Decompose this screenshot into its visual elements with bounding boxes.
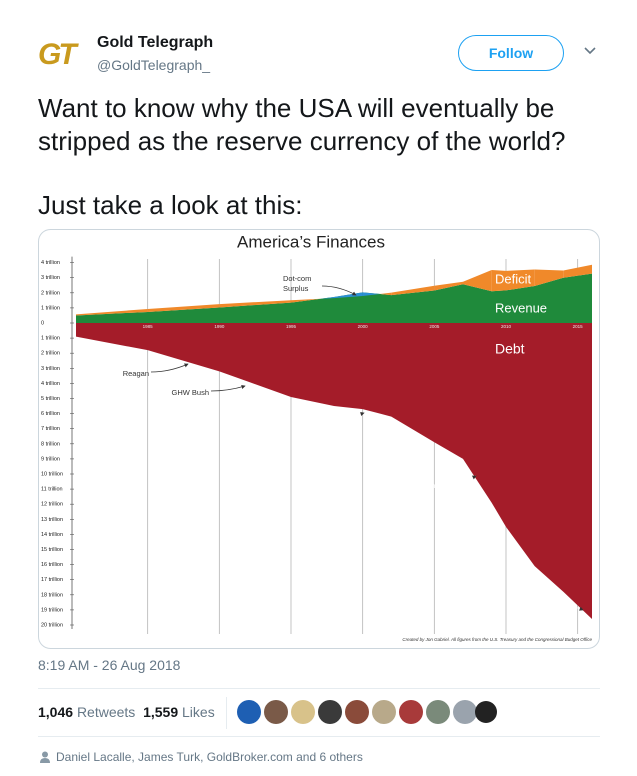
- annotation: Surplus: [283, 284, 309, 293]
- retweet-count[interactable]: 1,046: [38, 704, 74, 720]
- divider: [38, 688, 600, 689]
- display-name[interactable]: Gold Telegraph: [97, 34, 214, 51]
- annotation-arrow: [321, 285, 357, 296]
- like-label[interactable]: Likes: [182, 704, 215, 720]
- deficit-segment: [76, 308, 148, 316]
- x-tick-label: 2015: [573, 324, 584, 329]
- y-tick-label: 1 trillion: [41, 305, 60, 311]
- chart-title: America’s Finances: [237, 232, 385, 251]
- series-label: Debt: [495, 341, 525, 357]
- y-tick-label: 3 trillion: [41, 275, 60, 281]
- annotation: Clinton: [305, 414, 328, 423]
- y-tick-label: 15 trillion: [41, 547, 63, 553]
- y-tick-label: 20 trillion: [41, 622, 63, 628]
- y-tick-label: 0: [41, 320, 44, 326]
- y-tick-label: 18 trillion: [41, 592, 63, 598]
- deficit-segment: [219, 300, 291, 308]
- y-tick-label: 9 trillion: [41, 456, 60, 462]
- series-label: Deficit: [495, 271, 532, 286]
- deficit-segment: [434, 281, 463, 291]
- divider: [38, 736, 600, 737]
- divider: [226, 697, 227, 729]
- deficit-segment: [391, 285, 435, 296]
- deficit-segment: [563, 264, 592, 278]
- retweet-label[interactable]: Retweets: [76, 704, 136, 720]
- series-label: Revenue: [495, 300, 547, 315]
- deficit-segment: [491, 269, 506, 292]
- annotation: GHW Bush: [171, 388, 209, 397]
- y-tick-label: 11 trillion: [41, 487, 63, 493]
- y-tick-label: 4 trillion: [41, 260, 60, 266]
- y-tick-label: 7 trillion: [41, 426, 60, 432]
- timestamp[interactable]: 8:19 AM - 26 Aug 2018: [38, 657, 181, 673]
- y-tick-label: 2 trillion: [41, 290, 60, 296]
- annotation-arrow: [329, 411, 365, 419]
- liker-avatars[interactable]: [236, 698, 498, 726]
- y-tick-label: 5 trillion: [41, 396, 60, 402]
- y-tick-label: 16 trillion: [41, 562, 63, 568]
- x-tick-label: 1985: [143, 324, 154, 329]
- annotation-arrow: [549, 602, 584, 611]
- x-tick-label: 1995: [286, 324, 297, 329]
- y-tick-label: 3 trillion: [41, 366, 60, 372]
- y-tick-label: 10 trillion: [41, 471, 63, 477]
- y-tick-label: 14 trillion: [41, 532, 63, 538]
- y-tick-label: 1 trillion: [41, 336, 60, 342]
- like-count[interactable]: 1,559: [143, 704, 179, 720]
- x-tick-label: 1990: [214, 324, 225, 329]
- follow-button[interactable]: Follow: [458, 35, 564, 71]
- annotation: Obama: [522, 599, 547, 608]
- x-tick-label: 2000: [358, 324, 369, 329]
- tweet-text: Just take a look at this:: [38, 190, 303, 220]
- x-tick-label: 2005: [429, 324, 440, 329]
- y-tick-label: 19 trillion: [41, 607, 63, 613]
- stats: 1,046 Retweets 1,559 Likes: [38, 704, 215, 720]
- x-tick-label: 2010: [501, 324, 512, 329]
- annotation-arrow: [437, 475, 477, 486]
- y-tick-label: 2 trillion: [41, 351, 60, 357]
- deficit-segment: [362, 292, 380, 296]
- y-tick-label: 12 trillion: [41, 502, 63, 508]
- y-tick-label: 8 trillion: [41, 441, 60, 447]
- chart-image[interactable]: America’s Finances 4 trillion 3 trillion 2…: [38, 229, 600, 649]
- annotation: Reagan: [123, 369, 149, 378]
- area-2: [76, 323, 592, 619]
- y-tick-label: 13 trillion: [41, 517, 63, 523]
- y-tick-label: 4 trillion: [41, 381, 60, 387]
- tweet-text: Want to know why the USA will eventually…: [38, 93, 566, 156]
- chart-credit: Created by Jon Gabriel. All figures from…: [402, 637, 592, 642]
- y-tick-label: 6 trillion: [41, 411, 60, 417]
- deficit-segment: [534, 269, 564, 287]
- deficit-segment: [463, 269, 492, 292]
- reply-context[interactable]: Daniel Lacalle, James Turk, GoldBroker.c…: [56, 750, 363, 764]
- handle[interactable]: @GoldTelegraph_: [97, 57, 211, 73]
- deficit-segment: [506, 269, 535, 291]
- annotation-arrow: [210, 384, 246, 392]
- y-tick-label: 17 trillion: [41, 577, 63, 583]
- annotation: GW Bush: [403, 481, 435, 490]
- menu-chevron[interactable]: [583, 46, 597, 56]
- person-icon: [40, 751, 50, 763]
- deficit-segment: [147, 304, 220, 312]
- deficit-segment: [291, 298, 321, 303]
- area-0: [76, 273, 592, 323]
- avatar-logo[interactable]: GT: [38, 38, 77, 71]
- annotation: Dot-com: [283, 274, 311, 283]
- annotation-arrow: [150, 363, 189, 373]
- deficit-segment: [379, 292, 392, 296]
